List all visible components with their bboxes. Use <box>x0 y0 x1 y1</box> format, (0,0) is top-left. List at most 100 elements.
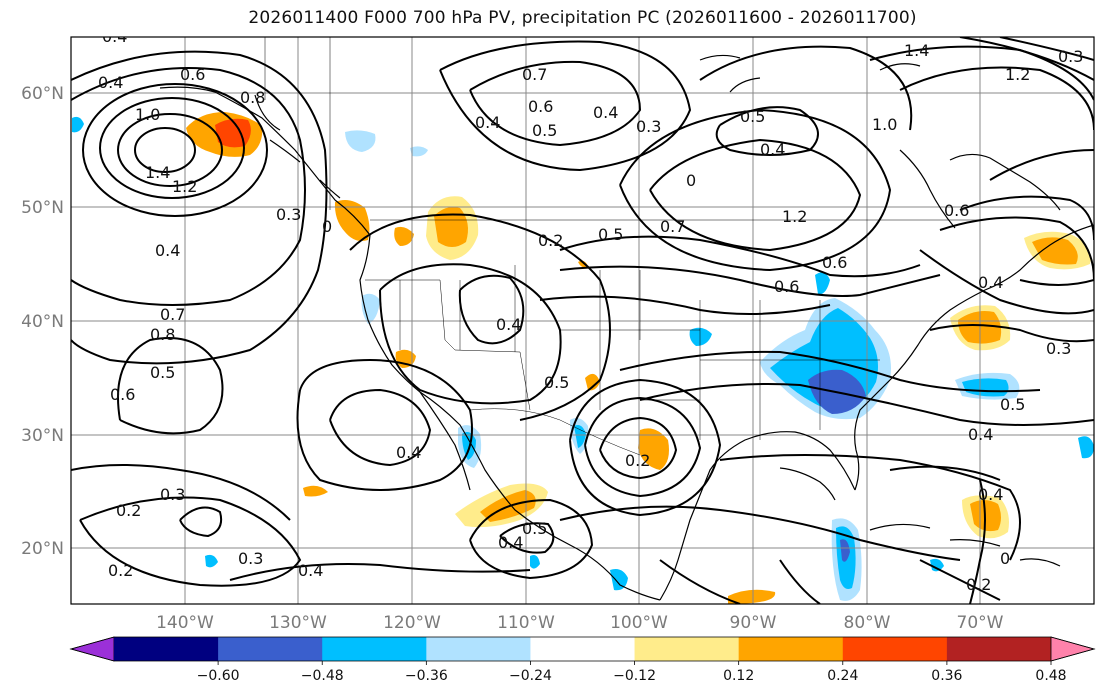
contour-label: 0.4 <box>475 113 500 132</box>
colorbar-tick-label: −0.48 <box>301 668 344 684</box>
contour-label: 0.3 <box>160 485 185 504</box>
colorbar-segment <box>530 637 636 661</box>
colorbar-segment <box>842 637 948 661</box>
colorbar-tick-label: −0.60 <box>197 668 240 684</box>
contour-label: 0.2 <box>625 451 650 470</box>
contour-label: 1.0 <box>135 105 160 124</box>
contour-label: 1.2 <box>172 177 197 196</box>
precip-negative-area <box>410 146 428 157</box>
precip-negative-area <box>72 116 84 133</box>
contour-label: 0 <box>686 171 696 190</box>
contour-label: 0.6 <box>528 97 553 116</box>
contour-label: 0.6 <box>180 65 205 84</box>
contour-label: 0.5 <box>740 107 765 126</box>
contour-label: 0.2 <box>108 561 133 580</box>
colorbar-extend-low <box>69 636 115 662</box>
precip-negative-area <box>689 327 712 346</box>
contour-label: 0.4 <box>760 140 785 159</box>
precip-negative-core <box>840 539 850 562</box>
map-title: 2026011400 F000 700 hPa PV, precipitatio… <box>248 8 917 28</box>
contour-label: 1.0 <box>872 115 897 134</box>
precip-positive-core <box>434 207 468 247</box>
latitude-labels: 60°N 50°N 40°N 30°N 20°N <box>21 84 64 559</box>
precip-positive-area <box>585 373 600 391</box>
colorbar-outline <box>69 636 1096 662</box>
lon-label: 100°W <box>610 613 668 633</box>
colorbar-segment <box>634 637 740 661</box>
contour-label: 0.5 <box>522 519 547 538</box>
colorbar-tick-label: 0.12 <box>723 668 754 684</box>
graticule <box>71 37 1094 604</box>
lat-label: 20°N <box>21 539 64 559</box>
colorbar-segment <box>946 637 1052 661</box>
contour-label: 1.4 <box>904 41 929 60</box>
lon-label: 70°W <box>957 613 1004 633</box>
lat-label: 30°N <box>21 426 64 446</box>
precip-negative-area <box>610 569 628 591</box>
contour-label: 0.6 <box>944 201 969 220</box>
precip-positive-area <box>303 485 328 497</box>
contour-label: 1.4 <box>145 163 170 182</box>
coastlines <box>159 54 1094 601</box>
contour-label: 0.5 <box>1000 395 1025 414</box>
contour-label: 0.3 <box>636 117 661 136</box>
precip-negative-area <box>930 558 944 572</box>
precip-negative-area <box>815 272 830 295</box>
contour-label: 0.8 <box>150 325 175 344</box>
pv-contours <box>71 37 1094 604</box>
colorbar-tick-label: 0.24 <box>827 668 858 684</box>
map-frame <box>70 36 1095 605</box>
contour-label: 0.3 <box>276 205 301 224</box>
colorbar-tick-label: 0.36 <box>931 668 962 684</box>
contour-label: 0.4 <box>496 315 521 334</box>
lon-label: 90°W <box>730 613 777 633</box>
contour-label: 0.2 <box>116 501 141 520</box>
contour-label: 0.4 <box>155 241 180 260</box>
precip-negative-area <box>1078 436 1094 459</box>
contour-label: 0.4 <box>396 443 421 462</box>
contour-label: 0.7 <box>522 65 547 84</box>
precip-negative-core <box>574 425 586 448</box>
contour-label: 0.4 <box>978 485 1003 504</box>
precip-positive-core <box>1032 237 1078 265</box>
contour-label: 0.4 <box>968 425 993 444</box>
contour-label: 0 <box>1000 549 1010 568</box>
longitude-labels: 140°W 130°W 120°W 110°W 100°W 90°W 80°W … <box>156 613 1004 633</box>
contour-label: 0.2 <box>538 231 563 250</box>
colorbar-segment <box>322 637 427 661</box>
contour-label: 0.4 <box>978 273 1003 292</box>
contour-label: 0.8 <box>240 88 265 107</box>
precip-positive-area <box>394 226 414 246</box>
precip-positive-area <box>638 428 669 470</box>
contour-label: 0.7 <box>660 217 685 236</box>
lon-label: 120°W <box>383 613 441 633</box>
contour-label: 0.5 <box>598 225 623 244</box>
contour-label: 0.7 <box>160 305 185 324</box>
contour-label: 0.3 <box>238 549 263 568</box>
lat-label: 40°N <box>21 312 64 332</box>
colorbar-tick-label: −0.12 <box>613 668 656 684</box>
contour-label: 0.3 <box>1046 339 1071 358</box>
contour-label: 0.5 <box>532 121 557 140</box>
precip-negative-area <box>530 555 540 569</box>
contour-label: 0.5 <box>544 373 569 392</box>
colorbar-segment <box>114 637 219 661</box>
contour-label: 0.6 <box>774 277 799 296</box>
lon-label: 110°W <box>497 613 555 633</box>
lon-label: 130°W <box>269 613 327 633</box>
lon-label: 140°W <box>156 613 214 633</box>
contour-label: 0.4 <box>593 103 618 122</box>
contour-label: 1.2 <box>782 207 807 226</box>
precip-negative-area <box>205 554 218 568</box>
precip-negative-area <box>345 130 376 152</box>
lat-label: 50°N <box>21 198 64 218</box>
contour-label: 0.5 <box>150 363 175 382</box>
contour-label: 0.2 <box>966 575 991 594</box>
precip-positive-area <box>728 589 776 604</box>
contour-labels: 0.4 0.4 0.6 1.0 0.8 1.4 1.2 0.3 0.4 0 0.… <box>98 37 1083 594</box>
contour-label: 0.6 <box>110 385 135 404</box>
colorbar-tick-label: −0.24 <box>509 668 552 684</box>
contour-label: 0.4 <box>498 533 523 552</box>
contour-label: 1.2 <box>1005 65 1030 84</box>
